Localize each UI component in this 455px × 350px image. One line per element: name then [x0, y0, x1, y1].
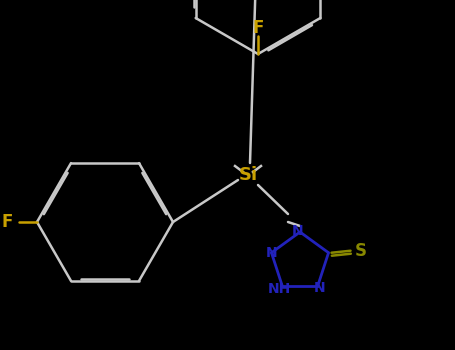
Text: F: F — [1, 213, 13, 231]
Text: N: N — [314, 281, 325, 295]
Text: N: N — [292, 224, 304, 238]
Text: F: F — [253, 19, 264, 37]
Text: NH: NH — [268, 282, 291, 296]
Text: N: N — [266, 246, 277, 260]
Text: Si: Si — [238, 166, 258, 184]
Text: S: S — [354, 242, 367, 260]
